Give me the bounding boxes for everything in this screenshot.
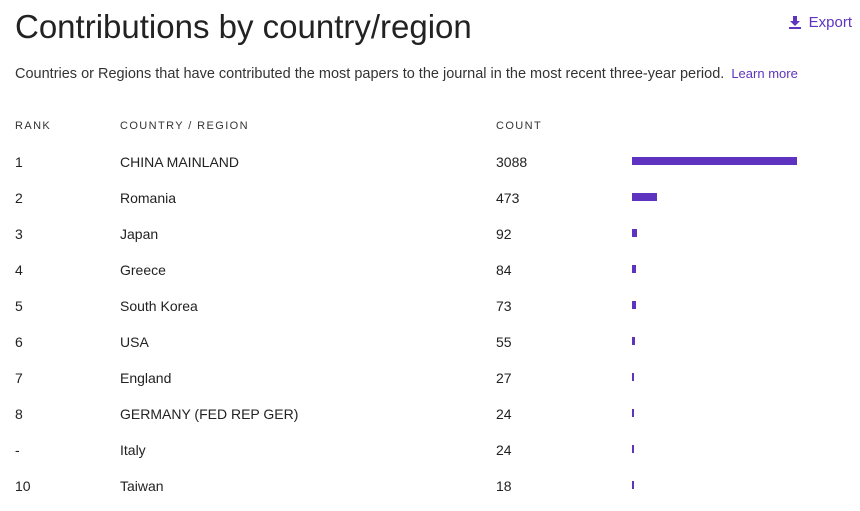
count-bar <box>632 193 657 201</box>
country-cell: USA <box>120 334 149 350</box>
table-row: 8 GERMANY (FED REP GER) 24 <box>0 396 860 432</box>
rank-cell: 6 <box>15 334 23 350</box>
count-cell: 24 <box>496 406 512 422</box>
page-description: Countries or Regions that have contribut… <box>15 66 798 82</box>
rank-cell: 7 <box>15 370 23 386</box>
table-row: - Italy 24 <box>0 432 860 468</box>
table-row: 7 England 27 <box>0 360 860 396</box>
rank-cell: 1 <box>15 154 23 170</box>
count-cell: 3088 <box>496 154 528 170</box>
country-cell: England <box>120 370 172 386</box>
column-header-rank: RANK <box>15 120 52 132</box>
country-cell: Italy <box>120 442 146 458</box>
export-label: Export <box>808 14 852 31</box>
table-header: RANK COUNTRY / REGION COUNT <box>0 120 860 134</box>
country-cell: Greece <box>120 262 166 278</box>
count-cell: 92 <box>496 226 512 242</box>
column-header-count: COUNT <box>496 120 543 132</box>
rank-cell: 8 <box>15 406 23 422</box>
count-cell: 24 <box>496 442 512 458</box>
rank-cell: 3 <box>15 226 23 242</box>
country-cell: GERMANY (FED REP GER) <box>120 406 299 422</box>
export-button[interactable]: Export <box>788 14 852 31</box>
table-row: 3 Japan 92 <box>0 216 860 252</box>
rank-cell: 2 <box>15 190 23 206</box>
table-row: 4 Greece 84 <box>0 252 860 288</box>
count-cell: 73 <box>496 298 512 314</box>
count-cell: 18 <box>496 478 512 494</box>
country-cell: Japan <box>120 226 159 242</box>
country-cell: Taiwan <box>120 478 164 494</box>
rank-cell: - <box>15 442 20 458</box>
count-bar <box>632 409 634 417</box>
rank-cell: 5 <box>15 298 23 314</box>
count-cell: 84 <box>496 262 512 278</box>
learn-more-link[interactable]: Learn more <box>731 66 798 81</box>
count-bar <box>632 337 635 345</box>
table-body: 1 CHINA MAINLAND 3088 2 Romania 473 3 Japan 92 4 G… <box>0 144 860 504</box>
table-row: 1 CHINA MAINLAND 3088 <box>0 144 860 180</box>
count-bar <box>632 301 636 309</box>
download-icon <box>788 16 801 29</box>
count-cell: 473 <box>496 190 520 206</box>
count-bar <box>632 157 797 165</box>
country-cell: South Korea <box>120 298 198 314</box>
column-header-country: COUNTRY / REGION <box>120 120 249 132</box>
table-row: 5 South Korea 73 <box>0 288 860 324</box>
table-row: 10 Taiwan 18 <box>0 468 860 504</box>
count-cell: 55 <box>496 334 512 350</box>
count-bar <box>632 481 634 489</box>
country-cell: CHINA MAINLAND <box>120 154 240 170</box>
rank-cell: 4 <box>15 262 23 278</box>
count-bar <box>632 265 636 273</box>
description-text: Countries or Regions that have contribut… <box>15 66 725 82</box>
table-row: 6 USA 55 <box>0 324 860 360</box>
count-bar <box>632 445 634 453</box>
table-row: 2 Romania 473 <box>0 180 860 216</box>
rank-cell: 10 <box>15 478 31 494</box>
page-title: Contributions by country/region <box>15 8 472 45</box>
count-bar <box>632 373 634 381</box>
count-bar <box>632 229 637 237</box>
country-cell: Romania <box>120 190 177 206</box>
count-cell: 27 <box>496 370 512 386</box>
